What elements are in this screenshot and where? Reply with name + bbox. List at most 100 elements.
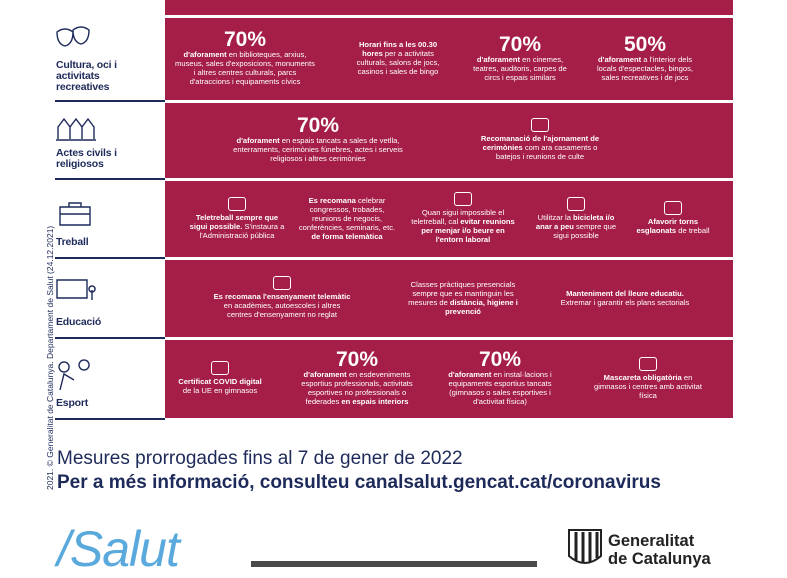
generalitat-emblem (568, 529, 602, 564)
sport-icon (58, 359, 90, 391)
bottom-bar (251, 561, 537, 567)
measure-cell: 70% d'aforament en instal·lacions i equip… (435, 340, 565, 416)
text-part: evitar reunions per menjar i/o beure en … (421, 217, 515, 244)
row-label: Educació (56, 316, 102, 328)
text-part: en biblioteques, arxius, museus, sales d… (175, 50, 315, 86)
measure-text: Es recomana l'ensenyament telemàtic en a… (212, 292, 352, 319)
measure-cell: Mascareta obligatòria en gimnasos i cent… (588, 340, 708, 416)
measure-icon (531, 118, 549, 132)
text-part: S'instaura a l'Administració pública (199, 221, 285, 240)
measure-cell: 50% d'aforament a l'interior dels locals … (590, 18, 700, 98)
text-part: Mascareta obligatòria (603, 372, 682, 382)
text-part: Manteniment del lleure educatiu. (566, 288, 684, 298)
text-part: Extremar i garantir els plans sectorials (560, 297, 690, 307)
measure-cell: 70% d'aforament en cinemes, teatres, audi… (465, 18, 575, 98)
row-panel (165, 103, 733, 178)
measure-icon (664, 201, 682, 215)
text-part: Quan sigui impossible el teletreball, ca… (411, 208, 505, 226)
measure-cell: 70% d'aforament en esdeveniments esportiu… (292, 340, 422, 416)
row-panel (165, 18, 733, 100)
text-part: Teletreball sempre que sigui possible. (189, 212, 279, 231)
measure-text: Utilitzar la bicicleta i/o anar a peu se… (531, 213, 621, 240)
civil-icon (56, 117, 96, 141)
percentage: 70% (478, 348, 522, 371)
measure-cell: Quan sigui impossible el teletreball, ca… (408, 181, 518, 255)
measure-text: Quan sigui impossible el teletreball, ca… (408, 208, 518, 244)
text-part: Utilitzar la (537, 212, 574, 222)
text-part: de treball (676, 226, 710, 235)
text-part: celebrar congressos, trobades, reunions … (298, 195, 396, 232)
measure-cell: Recomanació de l'ajornament de cerimònie… (470, 103, 610, 176)
measure-text: Horari fins a les 00.30 hores per a acti… (348, 40, 448, 76)
measure-text: Manteniment del lleure educatiu. Extrema… (555, 289, 695, 307)
work-icon (59, 202, 91, 226)
footer-info: Per a més informació, consulteu canalsal… (57, 472, 661, 493)
text-part: en esdeveniments esportius professionals… (301, 370, 413, 406)
measure-text: Certificat COVID digital de la UE en gim… (175, 377, 265, 395)
measure-cell: Classes pràctiques presencials sempre qu… (398, 260, 528, 335)
culture-icon (56, 26, 90, 47)
text-part: bicicleta i/o anar a peu (535, 212, 615, 231)
measure-cell: Utilitzar la bicicleta i/o anar a peu se… (531, 181, 621, 255)
measure-cell: Teletreball sempre que sigui possible. S… (190, 181, 285, 255)
measure-text: Afavorir torns esglaonats de treball (633, 217, 713, 235)
measure-text: d'aforament en esdeveniments esportius p… (292, 370, 422, 406)
measure-text: Mascareta obligatòria en gimnasos i cent… (588, 373, 708, 400)
text-part: com ara casaments o batejos i reunions d… (495, 143, 598, 161)
measure-text: Recomanació de l'ajornament de cerimònie… (470, 134, 610, 161)
text-part: Certificat COVID digital (178, 377, 262, 386)
measure-icon (273, 276, 291, 290)
text-part: d'aforament (236, 136, 280, 145)
measure-text: d'aforament en cinemes, teatres, auditor… (465, 55, 575, 82)
measure-text: Teletreball sempre que sigui possible. S… (190, 213, 285, 240)
education-icon (56, 279, 96, 300)
text-part: en instal·lacions i equipaments esportiu… (448, 370, 552, 406)
text-part: en cinemes, teatres, auditoris, carpes d… (473, 54, 567, 82)
measure-icon (228, 196, 246, 211)
row-panel (165, 0, 733, 15)
measure-icon (567, 196, 585, 211)
salut-logo: /Salut (57, 521, 180, 577)
text-part: a l'interior dels locals d'espectacles, … (596, 54, 693, 82)
measure-text: Classes pràctiques presencials sempre qu… (398, 280, 528, 316)
row-separator (55, 418, 165, 420)
text-part: en acadèmies, autoescoles i altres centr… (223, 301, 341, 319)
row-panel (165, 260, 733, 337)
text-part: de la UE en gimnasos (182, 386, 258, 395)
measure-text: d'aforament a l'interior dels locals d'e… (590, 55, 700, 82)
row-label: Esport (56, 397, 89, 409)
percentage: 70% (335, 348, 379, 371)
generalitat-text: Generalitat (608, 532, 695, 550)
row-label: Cultura, oci i activitats recreatives (56, 59, 117, 93)
measure-cell: Certificat COVID digital de la UE en gim… (175, 340, 265, 416)
percentage: 70% (498, 32, 542, 56)
text-part: per a activitats culturals, salons de jo… (356, 49, 440, 76)
credit: 2021. © Generalitat de Catalunya. Depart… (45, 225, 55, 490)
text-part: Classes pràctiques presencials sempre qu… (408, 279, 516, 307)
text-part: Es recomana l'ensenyament telemàtic (213, 292, 351, 301)
text-part: Recomanació de l'ajornament de cerimònie… (480, 134, 600, 152)
text-part: d'aforament (183, 50, 227, 59)
row-label: Actes civils i religiosos (56, 147, 117, 170)
text-part: d'aforament (303, 370, 347, 379)
text-part: Horari fins a les 00.30 hores (358, 40, 438, 58)
row-panel (165, 340, 733, 418)
percentage: 70% (296, 114, 340, 137)
measure-icon (211, 361, 229, 375)
row-separator (55, 337, 165, 339)
text-part: en gimnasos i centres amb activitat físi… (593, 372, 703, 400)
generalitat-text: de Catalunya (608, 550, 711, 568)
measure-text: d'aforament en biblioteques, arxius, mus… (175, 50, 315, 86)
measure-text: d'aforament en instal·lacions i equipame… (435, 370, 565, 406)
text-part: sempre que sigui possible (553, 221, 617, 240)
text-part: d'aforament (476, 54, 521, 64)
footer-note: Mesures prorrogades fins al 7 de gener d… (57, 448, 463, 469)
text-part: d'aforament (448, 370, 492, 379)
measure-cell: Afavorir torns esglaonats de treball (633, 181, 713, 255)
text-part: en espais tancats a sales de vetlla, ent… (233, 136, 403, 163)
measure-text: d'aforament en espais tancats a sales de… (233, 136, 403, 163)
measure-cell: Manteniment del lleure educatiu. Extrema… (555, 260, 695, 335)
text-part: distància, higiene i prevenció (445, 297, 518, 316)
percentage: 70% (223, 28, 267, 51)
